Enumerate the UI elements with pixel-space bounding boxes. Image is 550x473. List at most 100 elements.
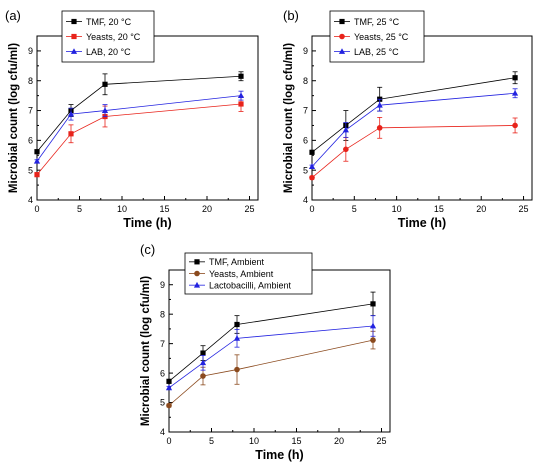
series-line bbox=[168, 339, 374, 406]
series-3 bbox=[165, 315, 377, 391]
x-tick-label: 25 bbox=[519, 204, 529, 214]
y-tick-label: 5 bbox=[303, 165, 308, 175]
y-tick-label: 9 bbox=[28, 46, 33, 56]
series-line bbox=[311, 92, 516, 167]
legend-marker bbox=[71, 33, 77, 40]
panel-label: (c) bbox=[140, 242, 155, 257]
legend-label: Lactobacilli, Ambient bbox=[209, 280, 292, 290]
legend: TMF, Ambient Yeasts, AmbientLactobacilli,… bbox=[184, 252, 313, 295]
data-point bbox=[34, 149, 40, 155]
data-point bbox=[67, 110, 75, 117]
y-tick-label: 5 bbox=[28, 165, 33, 175]
data-point bbox=[370, 337, 376, 343]
series-line bbox=[168, 303, 374, 382]
legend-label: Yeasts, Ambient bbox=[209, 269, 274, 279]
series-line bbox=[311, 77, 516, 153]
data-point bbox=[511, 89, 519, 96]
data-point bbox=[342, 126, 349, 133]
y-tick-label: 7 bbox=[160, 339, 165, 349]
data-point bbox=[200, 373, 206, 379]
x-tick-label: 20 bbox=[202, 204, 212, 214]
y-tick-label: 5 bbox=[160, 398, 165, 408]
chart-panel-1: 0 5 10 15 20 25 4 5 6 7 8 9 Time (h) Microbial count … bbox=[5, 8, 259, 230]
legend-marker bbox=[193, 281, 201, 288]
legend-label: Yeasts, 25 °C bbox=[354, 32, 409, 42]
x-tick-label: 15 bbox=[159, 204, 169, 214]
x-tick-label: 20 bbox=[334, 436, 344, 446]
x-axis-title: Time (h) bbox=[123, 216, 171, 230]
panel-label: (a) bbox=[5, 8, 21, 23]
y-tick-label: 9 bbox=[303, 46, 308, 56]
y-tick-label: 4 bbox=[160, 427, 165, 437]
series-2 bbox=[309, 117, 518, 181]
x-tick-label: 15 bbox=[434, 204, 444, 214]
data-point bbox=[309, 174, 315, 181]
x-tick-label: 0 bbox=[166, 436, 171, 446]
series-1 bbox=[34, 71, 244, 155]
x-tick-label: 5 bbox=[209, 436, 214, 446]
data-point bbox=[166, 378, 172, 384]
data-point bbox=[238, 73, 244, 79]
legend-label: TMF, 25 °C bbox=[354, 17, 400, 27]
data-point bbox=[101, 107, 109, 113]
legend-marker bbox=[339, 33, 345, 40]
x-tick-label: 5 bbox=[352, 204, 357, 214]
x-tick-label: 10 bbox=[392, 204, 402, 214]
y-tick-label: 8 bbox=[303, 76, 308, 86]
data-point bbox=[233, 335, 241, 341]
series-line bbox=[36, 95, 242, 162]
legend-label: TMF, 20 °C bbox=[86, 17, 132, 27]
legend-marker bbox=[194, 259, 200, 265]
legend-marker bbox=[339, 18, 345, 25]
y-tick-label: 6 bbox=[303, 136, 308, 146]
x-tick-label: 10 bbox=[249, 436, 259, 446]
series-2 bbox=[166, 330, 376, 409]
data-point bbox=[33, 157, 41, 164]
legend-marker bbox=[338, 48, 346, 54]
data-point bbox=[370, 301, 376, 307]
data-point bbox=[234, 321, 240, 328]
data-point bbox=[512, 75, 518, 81]
y-tick-label: 7 bbox=[303, 106, 308, 116]
data-point bbox=[376, 101, 383, 108]
data-point bbox=[238, 101, 244, 107]
y-tick-label: 6 bbox=[160, 368, 165, 378]
x-tick-label: 15 bbox=[291, 436, 301, 446]
data-point bbox=[166, 402, 172, 409]
series-line bbox=[36, 103, 242, 175]
y-tick-label: 8 bbox=[160, 309, 165, 319]
data-point bbox=[512, 122, 518, 129]
series-line bbox=[168, 325, 374, 389]
legend: TMF, 20 °C Yeasts, 20 °C LAB, 20 °C bbox=[61, 10, 155, 63]
data-point bbox=[376, 125, 383, 131]
x-tick-label: 0 bbox=[309, 204, 314, 214]
y-axis-title: Microbial count (log cfu/ml) bbox=[283, 43, 295, 193]
data-point bbox=[199, 359, 207, 366]
legend-label: LAB, 20 °C bbox=[86, 47, 131, 57]
chart-panel-3: 0 5 10 15 20 25 4 5 6 7 8 9 Time (h) Microbial count … bbox=[140, 242, 391, 462]
data-point bbox=[200, 350, 206, 356]
series-3 bbox=[308, 88, 519, 170]
y-tick-label: 4 bbox=[28, 195, 33, 205]
series-1 bbox=[166, 291, 376, 384]
data-point bbox=[308, 163, 316, 170]
y-tick-label: 4 bbox=[303, 195, 308, 205]
legend-marker bbox=[71, 18, 77, 25]
data-point bbox=[34, 172, 40, 178]
chart-panel-2: 0 5 10 15 20 25 4 5 6 7 8 9 Time (h) Microbial count … bbox=[283, 8, 533, 230]
series-line bbox=[36, 75, 242, 152]
data-point bbox=[343, 146, 349, 153]
y-tick-label: 9 bbox=[160, 280, 165, 290]
series-1 bbox=[309, 71, 518, 155]
data-point bbox=[234, 366, 240, 373]
series-line bbox=[311, 125, 516, 178]
x-tick-label: 20 bbox=[476, 204, 486, 214]
panel-label: (b) bbox=[283, 8, 299, 23]
legend-box bbox=[184, 252, 313, 295]
legend-box bbox=[61, 10, 155, 63]
x-tick-label: 0 bbox=[34, 204, 39, 214]
series-2 bbox=[34, 96, 244, 178]
legend-label: Yeasts, 20 °C bbox=[86, 32, 141, 42]
data-point bbox=[369, 322, 377, 329]
data-point bbox=[309, 149, 315, 155]
